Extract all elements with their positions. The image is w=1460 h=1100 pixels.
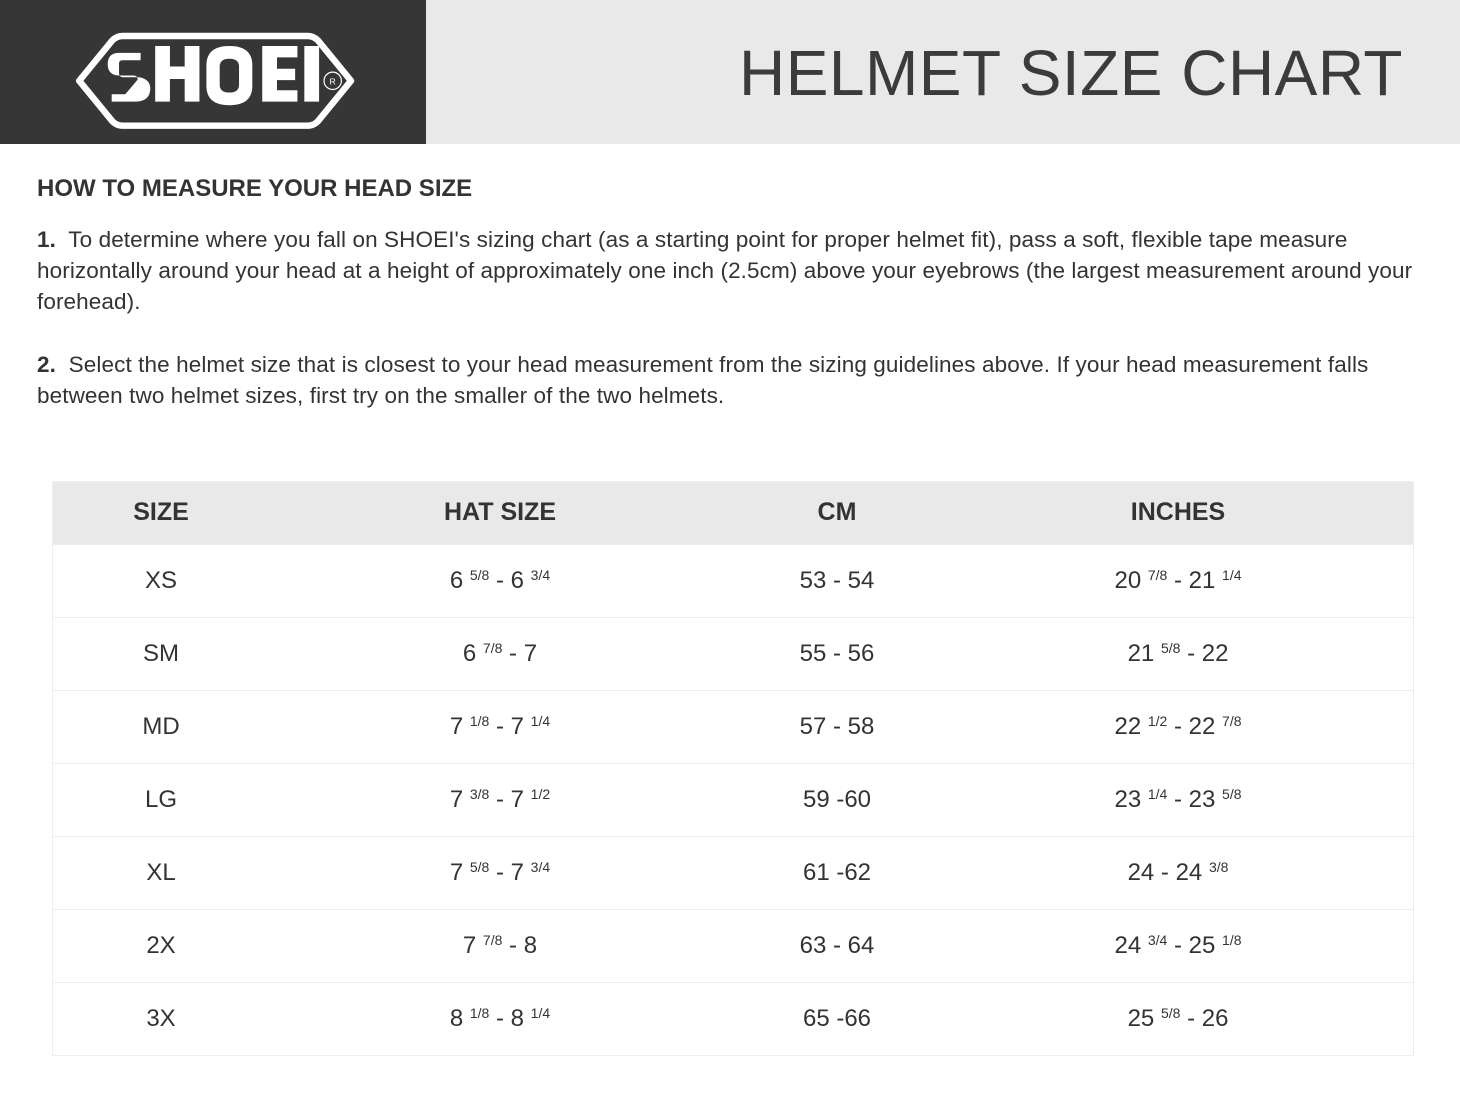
svg-text:R: R	[330, 76, 336, 86]
